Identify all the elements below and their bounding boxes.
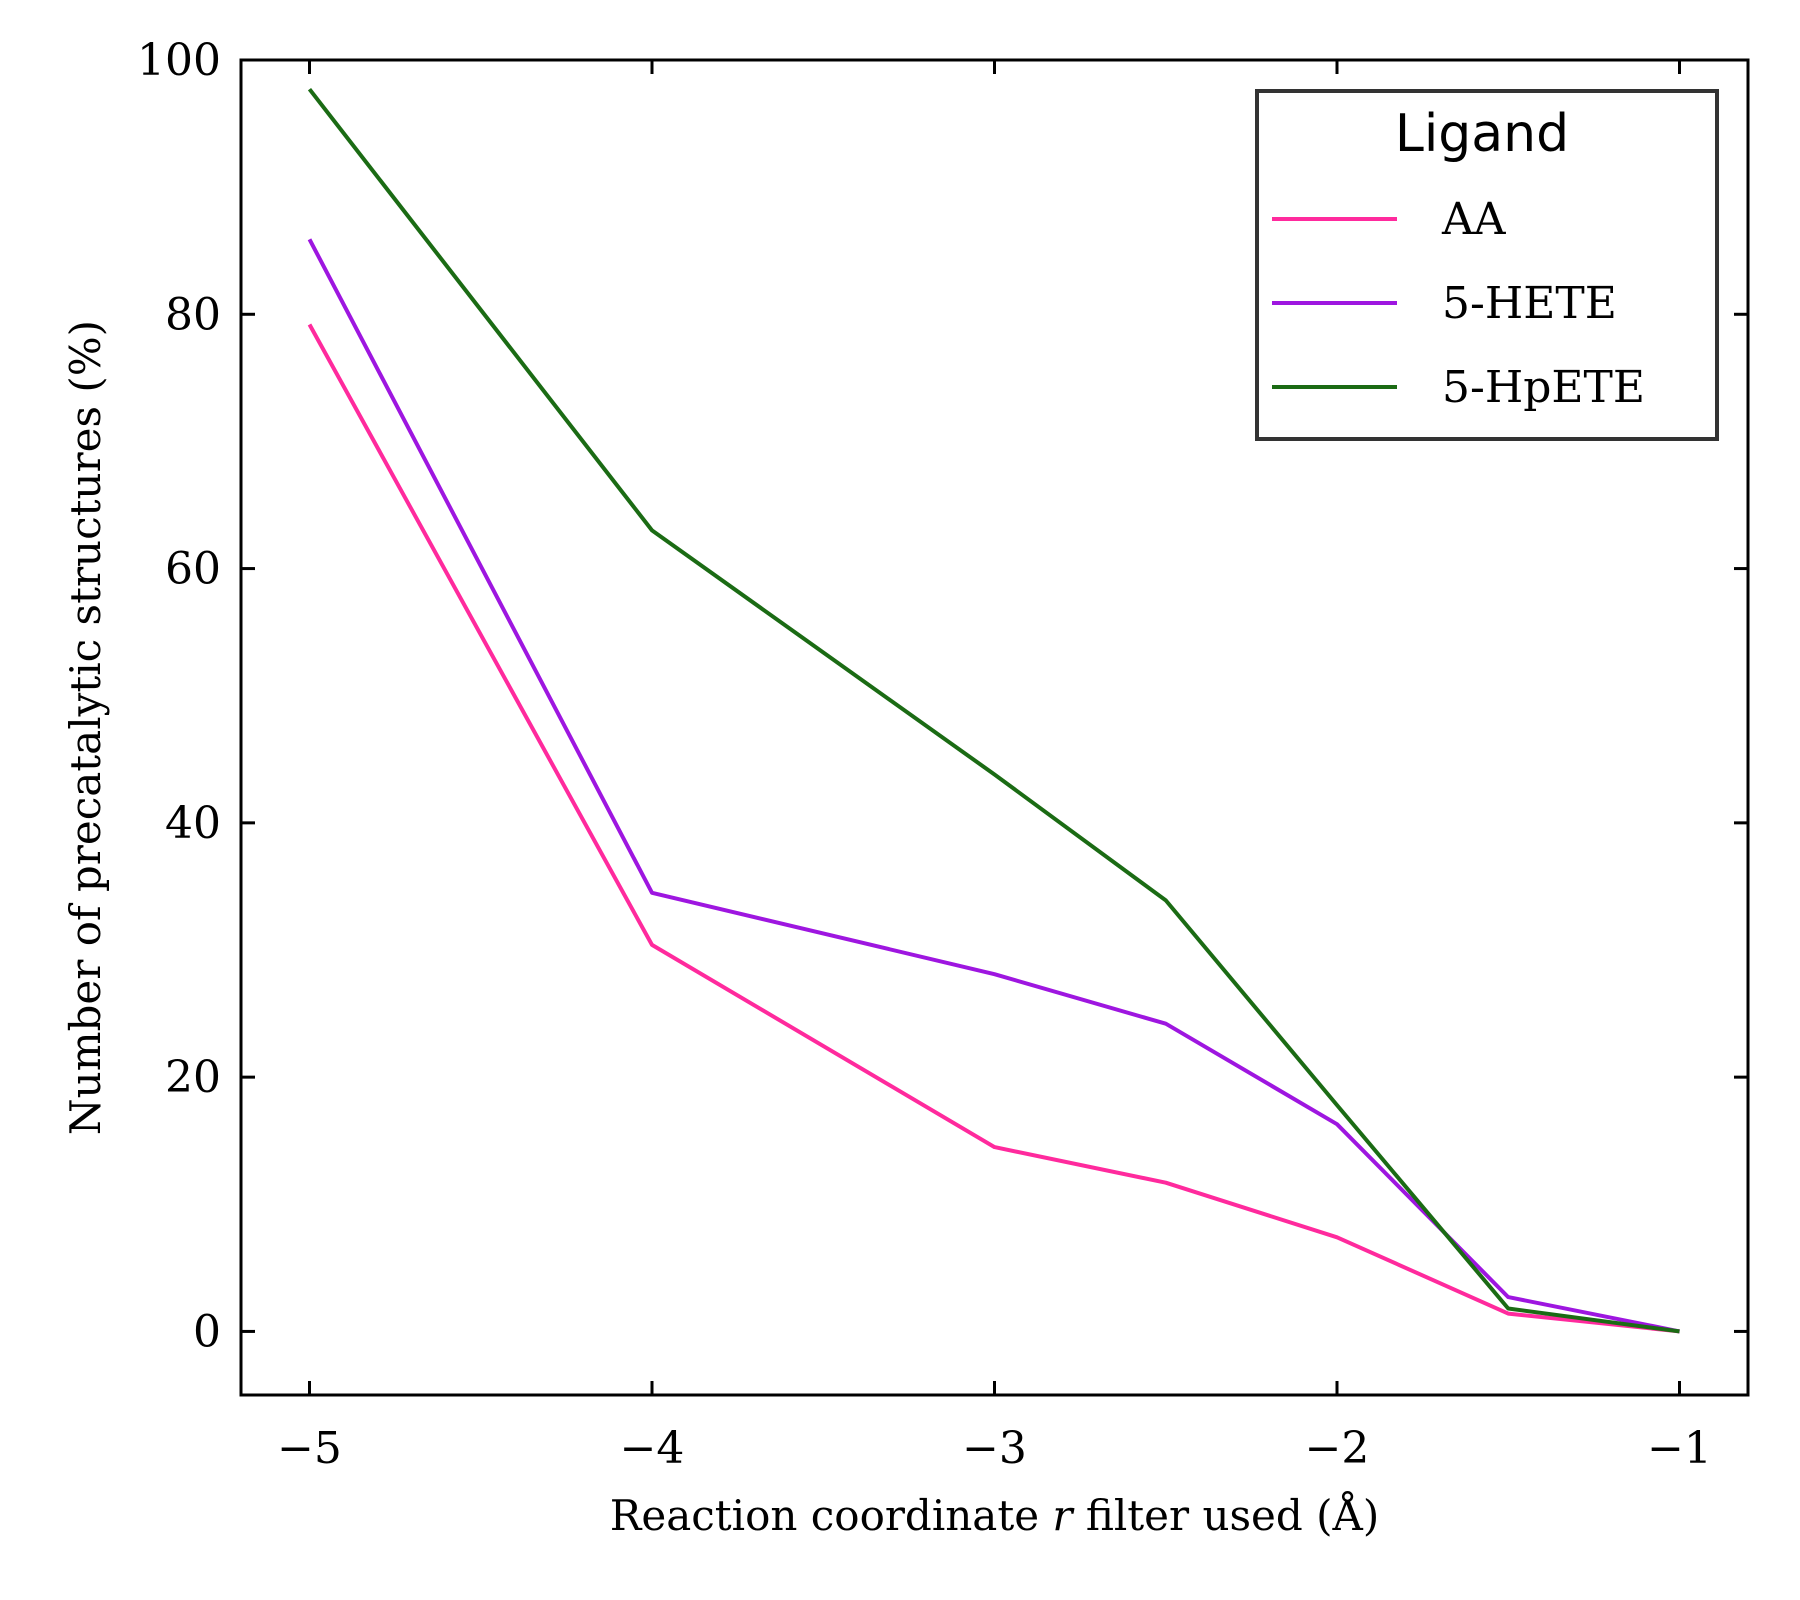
y-tick-label: 100 (137, 35, 221, 86)
ticks-layer: −5 −4 −3 −2 −1 0 20 40 60 80 100 (137, 35, 1748, 1474)
x-tick-label: −5 (277, 1423, 342, 1474)
x-axis-label-variable: r (1052, 1491, 1075, 1540)
y-tick-label: 40 (165, 798, 221, 849)
y-tick-label: 0 (193, 1306, 221, 1357)
plot-frame (239, 58, 1750, 1397)
legend-label: 5-HETE (1442, 278, 1617, 329)
x-axis-label-suffix: filter used (Å) (1073, 1490, 1380, 1540)
legend-label: AA (1441, 194, 1507, 245)
x-tick-label: −4 (620, 1423, 685, 1474)
x-tick-label: −1 (1647, 1423, 1712, 1474)
y-axis-label: Number of precatalytic structures (%) (61, 320, 110, 1135)
legend-items: AA 5-HETE 5-HpETE (1272, 194, 1645, 413)
series-layer (307, 87, 1680, 1334)
legend-label: 5-HpETE (1442, 362, 1645, 413)
x-tick-label: −2 (1305, 1423, 1370, 1474)
y-tick-label: 60 (165, 544, 221, 595)
x-axis-label: Reaction coordinate r filter used (Å) (610, 1490, 1380, 1540)
x-axis-label-prefix: Reaction coordinate (610, 1491, 1053, 1540)
y-tick-label: 80 (165, 289, 221, 340)
legend: Ligand AA 5-HETE 5-HpETE (1255, 89, 1719, 441)
y-tick-label: 20 (165, 1052, 221, 1103)
series-line-aa (307, 323, 1680, 1334)
legend-box (1255, 89, 1719, 441)
legend-title: Ligand (1395, 104, 1569, 164)
x-tick-label: −3 (962, 1423, 1027, 1474)
